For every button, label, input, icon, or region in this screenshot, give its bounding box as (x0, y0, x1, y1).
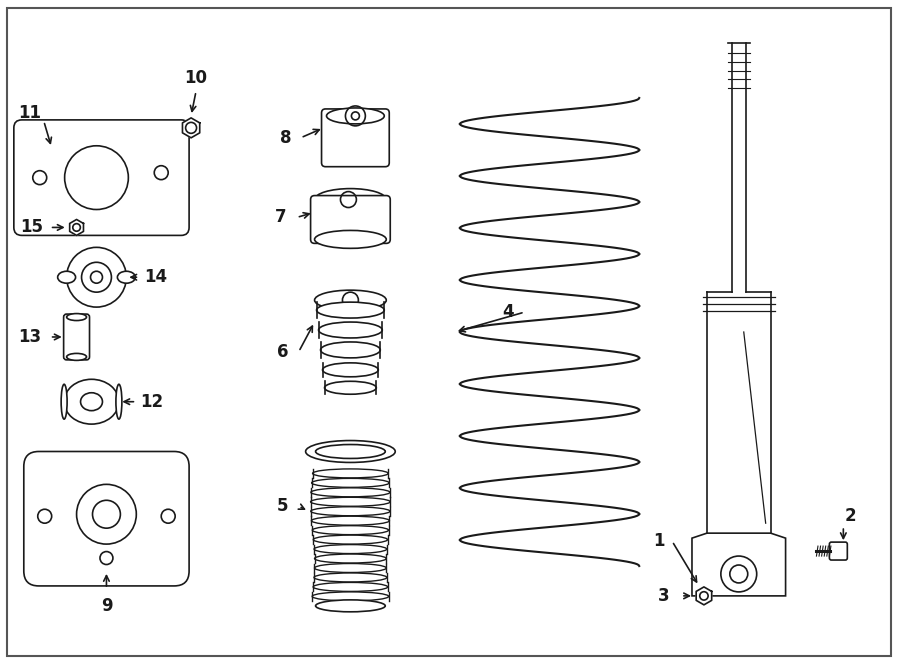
Ellipse shape (312, 526, 389, 535)
Polygon shape (69, 220, 84, 236)
Ellipse shape (310, 497, 391, 506)
Ellipse shape (319, 322, 382, 338)
Ellipse shape (311, 479, 389, 487)
Ellipse shape (315, 290, 386, 310)
Circle shape (38, 509, 51, 523)
Circle shape (161, 509, 176, 523)
Ellipse shape (325, 381, 376, 395)
Text: 5: 5 (277, 497, 289, 515)
FancyBboxPatch shape (830, 542, 847, 560)
Ellipse shape (313, 535, 388, 544)
Polygon shape (183, 118, 200, 138)
FancyBboxPatch shape (321, 109, 390, 167)
Text: 11: 11 (18, 104, 41, 122)
Ellipse shape (313, 583, 388, 591)
Ellipse shape (58, 271, 76, 283)
Ellipse shape (315, 230, 386, 248)
Ellipse shape (311, 516, 390, 525)
Ellipse shape (306, 440, 395, 463)
FancyBboxPatch shape (23, 451, 189, 586)
Ellipse shape (117, 271, 135, 283)
FancyBboxPatch shape (310, 195, 391, 244)
Ellipse shape (116, 384, 122, 419)
Text: 2: 2 (844, 507, 856, 525)
FancyBboxPatch shape (14, 120, 189, 236)
Ellipse shape (312, 469, 388, 478)
Ellipse shape (67, 354, 86, 360)
Ellipse shape (67, 314, 86, 320)
Text: 14: 14 (145, 268, 167, 286)
Text: 7: 7 (274, 209, 286, 226)
Ellipse shape (312, 592, 389, 601)
Text: 9: 9 (101, 597, 112, 615)
Polygon shape (692, 533, 786, 596)
Ellipse shape (314, 563, 386, 573)
Ellipse shape (100, 551, 112, 565)
Ellipse shape (322, 363, 378, 377)
Text: 12: 12 (140, 393, 163, 410)
Text: 6: 6 (277, 343, 289, 361)
Ellipse shape (317, 302, 384, 318)
Ellipse shape (64, 379, 119, 424)
Circle shape (67, 248, 126, 307)
Ellipse shape (314, 545, 387, 553)
Text: 3: 3 (658, 587, 670, 605)
Text: 1: 1 (653, 532, 665, 550)
Ellipse shape (314, 573, 387, 582)
Polygon shape (32, 514, 181, 538)
Polygon shape (697, 587, 712, 605)
Text: 15: 15 (21, 218, 43, 236)
Ellipse shape (310, 488, 390, 496)
Text: 13: 13 (18, 328, 41, 346)
Ellipse shape (320, 342, 381, 358)
Ellipse shape (315, 189, 386, 211)
Text: 4: 4 (502, 303, 514, 321)
Ellipse shape (314, 554, 386, 563)
Text: 10: 10 (184, 69, 208, 87)
Ellipse shape (327, 108, 384, 124)
FancyBboxPatch shape (64, 314, 89, 360)
Text: 8: 8 (280, 129, 292, 147)
Ellipse shape (61, 384, 68, 419)
Ellipse shape (316, 600, 385, 612)
Ellipse shape (310, 506, 390, 516)
